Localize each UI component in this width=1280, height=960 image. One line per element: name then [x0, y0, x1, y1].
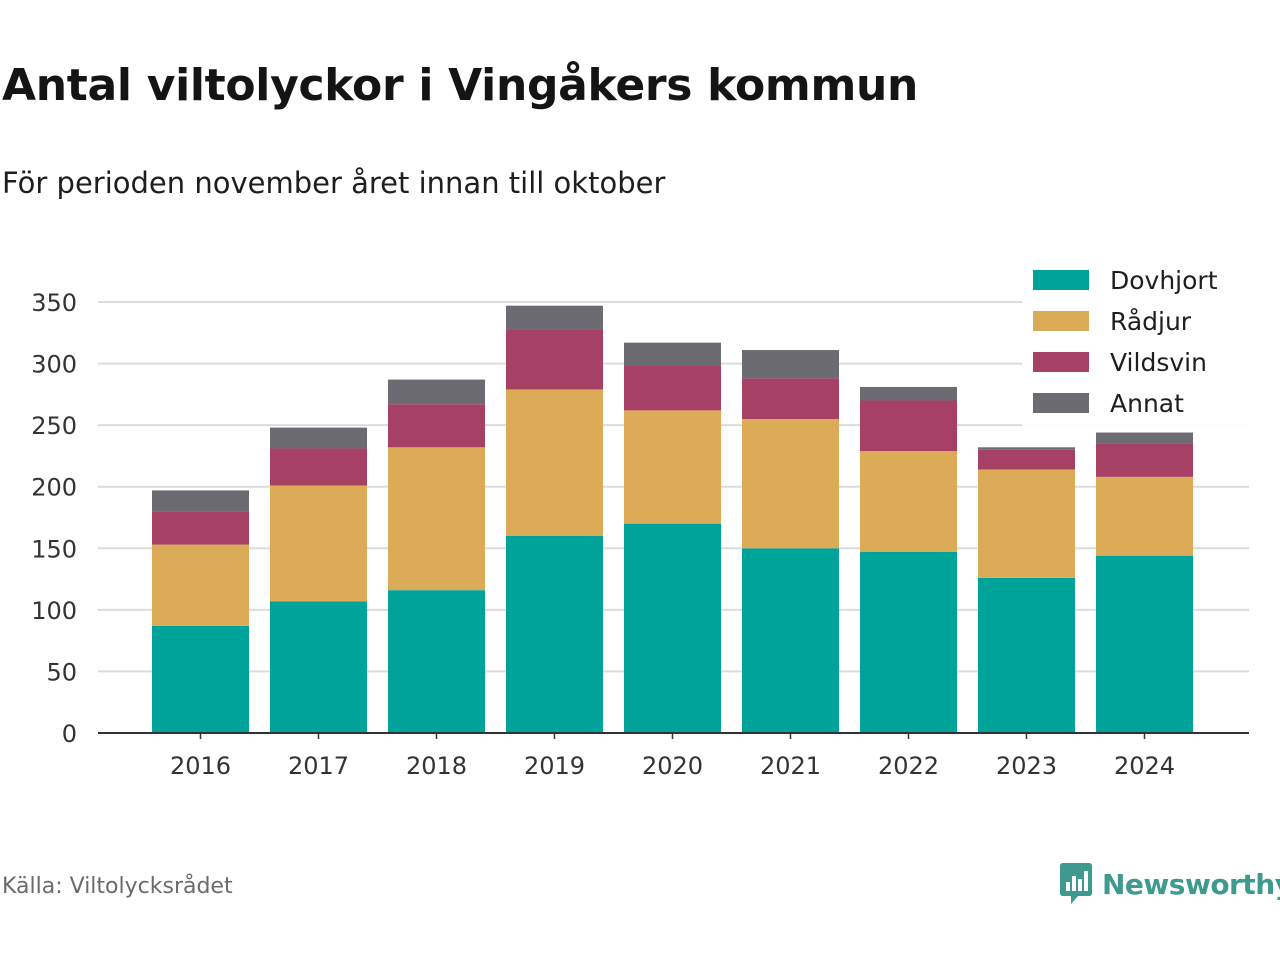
- legend-label-rådjur: Rådjur: [1110, 307, 1192, 336]
- chart-title: Antal viltolyckor i Vingåkers kommun: [2, 60, 919, 111]
- bar-vildsvin-2019: [506, 329, 603, 390]
- legend-swatch-dovhjort: [1033, 270, 1089, 290]
- y-tick-label-100: 100: [31, 597, 77, 625]
- bar-vildsvin-2016: [152, 511, 249, 545]
- bar-dovhjort-2018: [388, 590, 485, 733]
- legend-swatch-vildsvin: [1033, 352, 1089, 372]
- bar-dovhjort-2016: [152, 625, 249, 733]
- bar-rådjur-2022: [860, 451, 957, 552]
- bar-annat-2022: [860, 386, 957, 401]
- bar-annat-2023: [978, 447, 1075, 450]
- bar-annat-2020: [624, 342, 721, 367]
- y-tick-label-200: 200: [31, 474, 77, 502]
- bar-annat-2016: [152, 490, 249, 512]
- bar-rådjur-2020: [624, 410, 721, 524]
- legend-label-dovhjort: Dovhjort: [1110, 266, 1218, 295]
- x-tick-label-2020: 2020: [642, 752, 703, 780]
- legend-label-vildsvin: Vildsvin: [1110, 348, 1207, 377]
- bar-vildsvin-2023: [978, 449, 1075, 470]
- newsworthy-logo: Newsworthy: [1058, 862, 1280, 906]
- bar-rådjur-2019: [506, 389, 603, 536]
- legend-swatch-rådjur: [1033, 311, 1089, 331]
- chart-subtitle: För perioden november året innan till ok…: [2, 166, 666, 200]
- bar-vildsvin-2017: [270, 448, 367, 486]
- bar-rådjur-2021: [742, 418, 839, 549]
- y-tick-label-250: 250: [31, 412, 77, 440]
- x-tick-label-2019: 2019: [524, 752, 585, 780]
- bar-annat-2021: [742, 350, 839, 379]
- x-tick-label-2024: 2024: [1114, 752, 1175, 780]
- bar-dovhjort-2019: [506, 535, 603, 733]
- bar-dovhjort-2017: [270, 601, 367, 733]
- bar-dovhjort-2021: [742, 548, 839, 733]
- bar-chart-speech-bubble-icon: [1058, 862, 1094, 906]
- bar-dovhjort-2024: [1096, 555, 1193, 733]
- bar-vildsvin-2024: [1096, 443, 1193, 477]
- bar-vildsvin-2018: [388, 404, 485, 448]
- bar-rådjur-2023: [978, 469, 1075, 578]
- bar-vildsvin-2021: [742, 378, 839, 419]
- bar-vildsvin-2022: [860, 400, 957, 452]
- bar-annat-2017: [270, 427, 367, 449]
- bar-rådjur-2024: [1096, 476, 1193, 556]
- bar-dovhjort-2022: [860, 551, 957, 733]
- bar-rådjur-2016: [152, 544, 249, 626]
- x-tick-label-2022: 2022: [878, 752, 939, 780]
- bar-annat-2018: [388, 379, 485, 405]
- legend-label-annat: Annat: [1110, 389, 1184, 418]
- y-tick-label-150: 150: [31, 535, 77, 563]
- bar-annat-2019: [506, 305, 603, 330]
- bar-annat-2024: [1096, 432, 1193, 444]
- y-tick-label-0: 0: [62, 720, 77, 748]
- x-tick-label-2016: 2016: [170, 752, 231, 780]
- legend-swatch-annat: [1033, 393, 1089, 413]
- x-tick-label-2021: 2021: [760, 752, 821, 780]
- source-note: Källa: Viltolycksrådet: [2, 874, 233, 899]
- y-tick-label-350: 350: [31, 289, 77, 317]
- y-tick-label-300: 300: [31, 351, 77, 379]
- bar-vildsvin-2020: [624, 366, 721, 411]
- bar-rådjur-2018: [388, 447, 485, 591]
- x-tick-label-2018: 2018: [406, 752, 467, 780]
- bar-dovhjort-2020: [624, 523, 721, 733]
- brand-name: Newsworthy: [1102, 867, 1280, 901]
- bar-dovhjort-2023: [978, 577, 1075, 733]
- bar-rådjur-2017: [270, 485, 367, 602]
- x-tick-label-2023: 2023: [996, 752, 1057, 780]
- x-tick-label-2017: 2017: [288, 752, 349, 780]
- y-tick-label-50: 50: [46, 658, 77, 686]
